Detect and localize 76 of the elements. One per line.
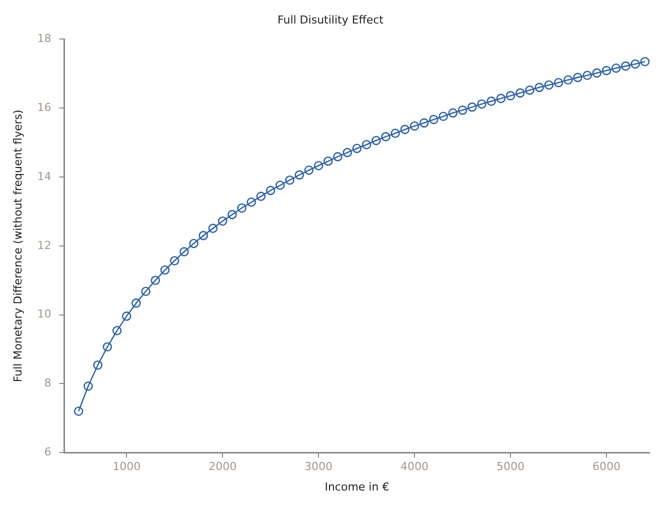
point bbox=[390, 128, 400, 138]
point bbox=[304, 165, 314, 175]
point bbox=[371, 136, 381, 146]
point bbox=[228, 210, 237, 220]
point bbox=[640, 56, 650, 66]
point bbox=[554, 78, 564, 88]
point bbox=[400, 124, 410, 134]
point bbox=[419, 118, 429, 128]
point bbox=[506, 91, 516, 100]
point bbox=[122, 312, 132, 321]
point bbox=[592, 68, 602, 78]
point bbox=[621, 61, 630, 71]
y-tick-label: 8 bbox=[44, 376, 52, 390]
point bbox=[112, 326, 122, 336]
x-tick-label: 4000 bbox=[400, 460, 429, 474]
point bbox=[170, 256, 180, 266]
point bbox=[534, 82, 544, 92]
point bbox=[198, 230, 208, 240]
point bbox=[342, 148, 352, 158]
point bbox=[160, 265, 170, 275]
y-tick-label: 10 bbox=[37, 308, 52, 321]
point bbox=[486, 96, 496, 106]
point bbox=[582, 70, 592, 80]
point bbox=[102, 342, 112, 352]
point bbox=[352, 144, 362, 154]
point bbox=[74, 406, 84, 416]
point bbox=[93, 360, 102, 370]
point bbox=[84, 381, 93, 391]
point bbox=[429, 114, 438, 124]
x-tick-label: 1000 bbox=[112, 460, 141, 474]
y-tick-label: 18 bbox=[37, 32, 52, 46]
point bbox=[276, 180, 285, 190]
point bbox=[563, 75, 573, 84]
point bbox=[448, 108, 458, 118]
point bbox=[150, 276, 160, 285]
point bbox=[381, 132, 390, 142]
point bbox=[132, 298, 141, 308]
point bbox=[266, 186, 276, 196]
point bbox=[438, 112, 448, 122]
point bbox=[467, 102, 477, 112]
point bbox=[324, 156, 333, 166]
point bbox=[189, 238, 198, 248]
point bbox=[544, 80, 554, 90]
point bbox=[573, 72, 582, 82]
point bbox=[314, 160, 324, 170]
y-tick-label: 14 bbox=[37, 170, 52, 183]
point bbox=[630, 59, 640, 69]
x-tick-label: 5000 bbox=[496, 460, 525, 474]
y-tick-label: 12 bbox=[37, 238, 52, 252]
point bbox=[208, 224, 218, 233]
point bbox=[180, 247, 189, 256]
x-tick-label: 3000 bbox=[304, 460, 333, 474]
point bbox=[333, 152, 342, 162]
y-tick-label: 16 bbox=[37, 100, 52, 114]
point bbox=[237, 203, 246, 213]
point bbox=[362, 140, 372, 150]
point bbox=[285, 175, 294, 185]
point bbox=[602, 66, 612, 76]
point bbox=[256, 192, 266, 201]
y-axis-title: Full Monetary Difference (without frequent flyers) bbox=[11, 110, 24, 382]
x-tick-label: 6000 bbox=[592, 460, 621, 474]
point bbox=[458, 106, 468, 115]
point bbox=[294, 170, 304, 180]
point bbox=[477, 99, 486, 109]
point bbox=[611, 63, 621, 73]
point bbox=[410, 121, 420, 131]
point bbox=[246, 198, 256, 207]
point bbox=[515, 88, 525, 98]
point bbox=[141, 286, 150, 296]
x-axis-title: Income in € bbox=[324, 480, 390, 494]
point bbox=[218, 216, 228, 226]
chart-title: Full Disutility Effect bbox=[278, 13, 384, 26]
point bbox=[496, 94, 506, 104]
x-tick-label: 2000 bbox=[208, 460, 237, 474]
point bbox=[525, 86, 534, 95]
y-tick-label: 6 bbox=[44, 445, 52, 458]
